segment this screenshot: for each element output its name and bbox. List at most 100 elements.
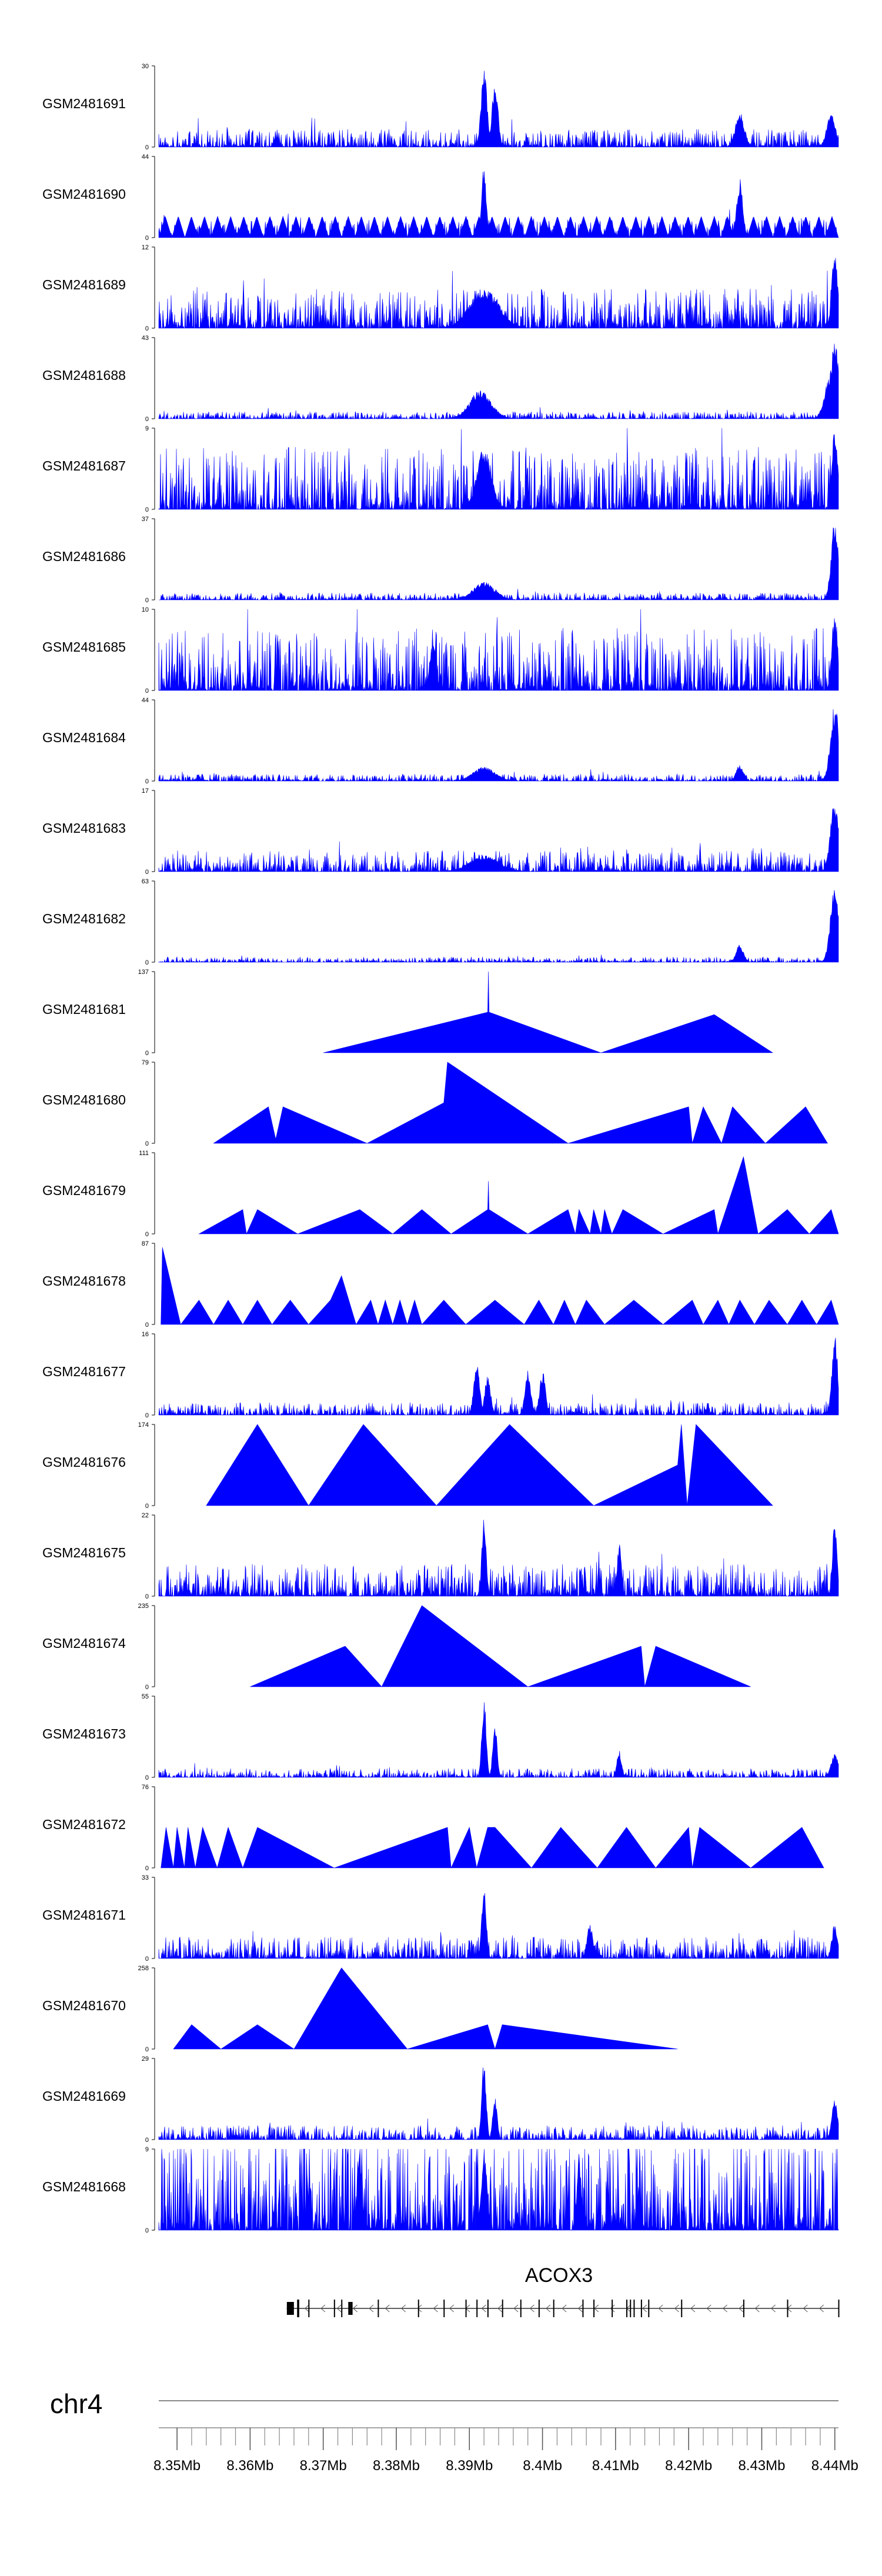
strand-arrow xyxy=(336,2304,342,2313)
y-tick-label-min: 0 xyxy=(145,1865,149,1872)
track-plot: 235 0 xyxy=(138,1603,751,1691)
track-GSM2481669: GSM2481669 29 0 xyxy=(0,2056,882,2147)
exon-mark xyxy=(648,2300,650,2317)
axis-tick-label: 8.43Mb xyxy=(738,2458,785,2474)
track-label: GSM2481668 xyxy=(42,2179,126,2194)
exon-mark xyxy=(681,2300,683,2317)
track-label: GSM2481674 xyxy=(42,1636,126,1651)
track-label: GSM2481670 xyxy=(42,1998,126,2013)
track-GSM2481678: GSM2481678 87 0 xyxy=(0,1241,882,1332)
strand-arrow xyxy=(577,2304,583,2313)
strand-arrow xyxy=(400,2304,406,2313)
axis-tick-label: 8.38Mb xyxy=(373,2458,420,2474)
y-tick-label-max: 9 xyxy=(145,426,149,432)
strand-arrow xyxy=(722,2304,727,2313)
track-GSM2481674: GSM2481674 235 0 xyxy=(0,1603,882,1694)
y-tick-label-max: 10 xyxy=(142,607,149,613)
y-tick-label-max: 22 xyxy=(142,1513,149,1519)
track-plot: 10 0 xyxy=(142,607,839,695)
strand-arrow xyxy=(642,2304,647,2313)
axis-tick-label: 8.39Mb xyxy=(446,2458,493,2474)
exon-mark xyxy=(286,2302,294,2315)
strand-arrow xyxy=(385,2304,390,2313)
coverage-area xyxy=(159,527,839,601)
y-tick-label-min: 0 xyxy=(145,1322,149,1329)
strand-arrow xyxy=(369,2304,374,2313)
y-tick-label-max: 30 xyxy=(142,64,149,70)
y-tick-label-min: 0 xyxy=(145,1684,149,1691)
coverage-area xyxy=(158,171,839,238)
strand-arrow xyxy=(529,2304,534,2313)
coverage-area xyxy=(158,709,839,782)
track-plot: 44 0 xyxy=(142,154,839,242)
track-plot: 90 xyxy=(145,2147,839,2234)
exon-mark xyxy=(553,2300,554,2317)
strand-arrow xyxy=(739,2304,744,2313)
track-GSM2481686: GSM2481686 37 0 xyxy=(0,516,882,608)
y-tick-label-min: 0 xyxy=(145,235,149,242)
y-tick-label-max: 29 xyxy=(142,2056,149,2063)
coverage-area xyxy=(213,1062,828,1144)
y-tick-label-max: 44 xyxy=(142,698,149,704)
track-label: GSM2481677 xyxy=(42,1364,126,1379)
track-GSM2481687: GSM2481687 9 0 xyxy=(0,426,882,517)
coverage-area xyxy=(158,2148,839,2231)
y-tick-label-max: 37 xyxy=(142,516,149,523)
strand-arrow xyxy=(770,2304,776,2313)
strand-arrow xyxy=(706,2304,711,2313)
coverage-area xyxy=(158,1893,839,1960)
strand-arrow xyxy=(352,2304,358,2313)
track-plot: 111 0 xyxy=(139,1150,839,1238)
exon-mark xyxy=(582,2300,584,2317)
y-tick-label-min: 0 xyxy=(145,1956,149,1963)
y-tick-label-min: 0 xyxy=(145,959,149,966)
strand-arrow xyxy=(674,2304,679,2313)
coverage-area xyxy=(158,258,839,329)
exon-mark xyxy=(297,2300,299,2317)
y-tick-label-min: 0 xyxy=(145,1050,149,1057)
exon-mark xyxy=(520,2300,522,2317)
strand-arrow xyxy=(818,2304,824,2313)
y-tick-label-max: 137 xyxy=(138,969,149,976)
coverage-area xyxy=(161,1826,824,1869)
exon-mark xyxy=(341,2300,343,2317)
y-tick-label-max: 44 xyxy=(142,154,149,161)
track-label: GSM2481681 xyxy=(42,1002,126,1017)
track-GSM2481691: GSM2481691 30 0 xyxy=(0,64,882,155)
coverage-area xyxy=(173,1967,678,2050)
track-label: GSM2481675 xyxy=(42,1545,126,1560)
track-plot: 17 0 xyxy=(142,788,839,876)
strand-arrow xyxy=(304,2304,309,2313)
y-tick-label-max: 17 xyxy=(142,788,149,795)
coverage-area xyxy=(206,1424,773,1506)
strand-arrow xyxy=(658,2304,663,2313)
coverage-area xyxy=(198,1156,839,1235)
track-GSM2481671: GSM2481671 33 0 xyxy=(0,1875,882,1966)
axis-tick-label: 8.37Mb xyxy=(300,2458,347,2474)
track-GSM2481682: GSM2481682 63 0 xyxy=(0,879,882,970)
strand-arrow xyxy=(320,2304,326,2313)
chromosome-label: chr4 xyxy=(50,2388,103,2419)
track-plot: 63 0 xyxy=(142,879,839,966)
track-GSM2481688: GSM2481688 43 0 xyxy=(0,335,882,426)
coverage-area xyxy=(158,808,839,873)
track-plot: 87 0 xyxy=(142,1241,839,1329)
track-label: GSM2481676 xyxy=(42,1454,126,1470)
y-tick-label-min: 0 xyxy=(145,144,149,151)
y-tick-label-min: 0 xyxy=(145,1140,149,1147)
track-plot: 44 0 xyxy=(142,698,839,785)
y-tick-label-min: 0 xyxy=(145,416,149,423)
gene-model xyxy=(286,2300,840,2317)
track-plot: 137 0 xyxy=(138,969,774,1057)
track-label: GSM2481679 xyxy=(42,1183,126,1198)
axis-tick-label: 8.4Mb xyxy=(523,2458,562,2474)
strand-arrow xyxy=(562,2304,567,2313)
y-tick-label-max: 87 xyxy=(142,1241,149,1247)
track-label: GSM2481673 xyxy=(42,1726,126,1741)
track-GSM2481668: GSM2481668 9 0 xyxy=(0,2147,882,2238)
track-label: GSM2481685 xyxy=(42,639,126,655)
track-plot: 79 0 xyxy=(142,1060,828,1147)
y-tick-label-max: 33 xyxy=(142,1875,149,1881)
track-GSM2481689: GSM2481689 12 0 xyxy=(0,245,882,336)
gene-name-label: ACOX3 xyxy=(525,2264,593,2287)
